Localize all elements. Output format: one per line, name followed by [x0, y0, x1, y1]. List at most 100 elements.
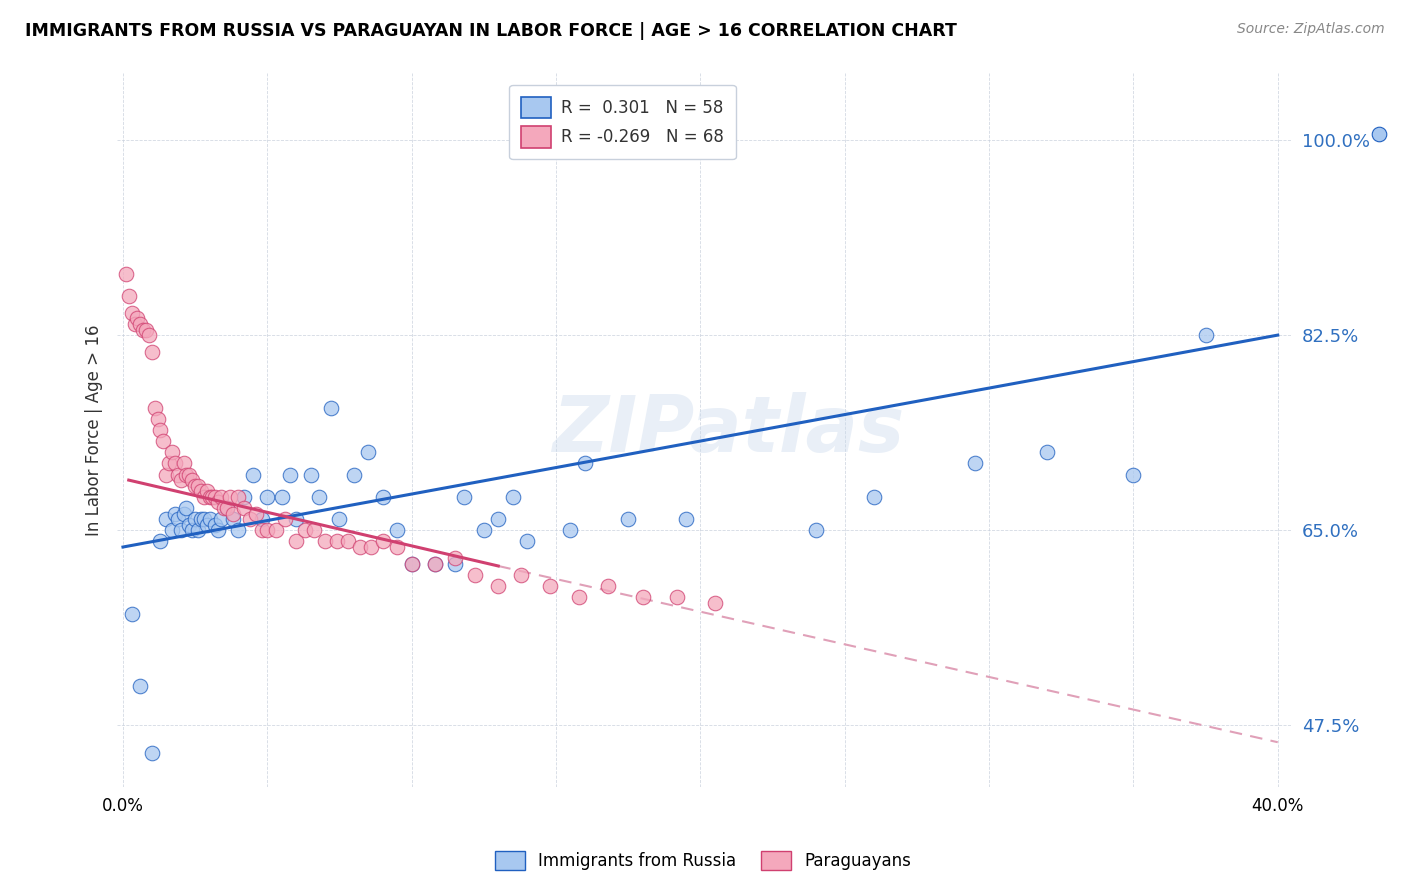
- Point: [115, 267, 138, 281]
- Point: [371, 490, 394, 504]
- Point: [198, 512, 221, 526]
- Point: [170, 524, 193, 538]
- Point: [453, 490, 475, 504]
- Point: [209, 512, 232, 526]
- Point: [328, 512, 350, 526]
- Point: [357, 445, 380, 459]
- Point: [516, 534, 538, 549]
- Point: [675, 512, 697, 526]
- Point: [299, 467, 322, 482]
- Point: [444, 557, 467, 571]
- Point: [190, 512, 212, 526]
- Point: [444, 551, 467, 566]
- Point: [184, 512, 207, 526]
- Point: [568, 591, 591, 605]
- Point: [273, 512, 295, 526]
- Point: [264, 524, 287, 538]
- Point: [187, 524, 209, 538]
- Legend: Immigrants from Russia, Paraguayans: Immigrants from Russia, Paraguayans: [488, 844, 918, 877]
- Point: [135, 322, 157, 336]
- Point: [239, 512, 262, 526]
- Point: [862, 490, 884, 504]
- Point: [302, 524, 325, 538]
- Point: [337, 534, 360, 549]
- Text: ZIPatlas: ZIPatlas: [553, 392, 904, 468]
- Point: [343, 467, 366, 482]
- Point: [294, 524, 316, 538]
- Point: [596, 579, 619, 593]
- Point: [193, 490, 215, 504]
- Point: [703, 596, 725, 610]
- Text: Source: ZipAtlas.com: Source: ZipAtlas.com: [1237, 22, 1385, 37]
- Text: IMMIGRANTS FROM RUSSIA VS PARAGUAYAN IN LABOR FORCE | AGE > 16 CORRELATION CHART: IMMIGRANTS FROM RUSSIA VS PARAGUAYAN IN …: [25, 22, 957, 40]
- Point: [124, 317, 146, 331]
- Point: [804, 524, 827, 538]
- Point: [574, 456, 596, 470]
- Point: [163, 507, 186, 521]
- Point: [270, 490, 292, 504]
- Point: [141, 747, 163, 761]
- Point: [170, 473, 193, 487]
- Point: [143, 401, 166, 415]
- Point: [132, 322, 155, 336]
- Point: [510, 568, 533, 582]
- Point: [198, 490, 221, 504]
- Point: [184, 478, 207, 492]
- Point: [560, 524, 582, 538]
- Point: [308, 490, 330, 504]
- Point: [166, 512, 188, 526]
- Point: [319, 401, 342, 415]
- Point: [152, 434, 174, 448]
- Point: [285, 534, 308, 549]
- Point: [963, 456, 986, 470]
- Point: [149, 423, 172, 437]
- Point: [121, 306, 143, 320]
- Point: [1036, 445, 1059, 459]
- Point: [631, 591, 654, 605]
- Point: [160, 524, 183, 538]
- Point: [212, 500, 235, 515]
- Point: [215, 500, 238, 515]
- Point: [360, 540, 382, 554]
- Point: [502, 490, 524, 504]
- Point: [285, 512, 308, 526]
- Point: [127, 311, 149, 326]
- Point: [155, 467, 177, 482]
- Point: [204, 490, 226, 504]
- Point: [233, 490, 256, 504]
- Point: [181, 524, 204, 538]
- Point: [423, 557, 446, 571]
- Point: [486, 579, 509, 593]
- Point: [245, 507, 267, 521]
- Point: [129, 680, 152, 694]
- Point: [666, 591, 689, 605]
- Point: [209, 490, 232, 504]
- Point: [146, 411, 169, 425]
- Point: [207, 495, 229, 509]
- Point: [401, 557, 423, 571]
- Point: [371, 534, 394, 549]
- Point: [617, 512, 640, 526]
- Point: [176, 467, 198, 482]
- Point: [173, 456, 195, 470]
- Point: [141, 344, 163, 359]
- Point: [349, 540, 371, 554]
- Point: [118, 289, 141, 303]
- Point: [280, 467, 302, 482]
- Point: [256, 524, 278, 538]
- Point: [138, 328, 160, 343]
- Point: [387, 524, 409, 538]
- Point: [250, 524, 273, 538]
- Point: [215, 500, 238, 515]
- Point: [201, 490, 224, 504]
- Point: [387, 540, 409, 554]
- Point: [221, 512, 243, 526]
- Point: [228, 524, 250, 538]
- Point: [1194, 328, 1216, 343]
- Point: [163, 456, 186, 470]
- Point: [193, 512, 215, 526]
- Point: [464, 568, 486, 582]
- Point: [179, 467, 201, 482]
- Point: [121, 607, 143, 621]
- Point: [181, 473, 204, 487]
